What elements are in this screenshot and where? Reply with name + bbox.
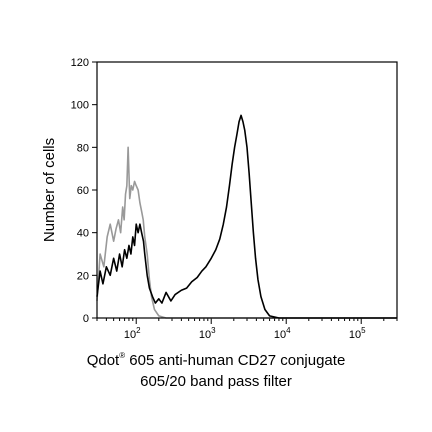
series-line-2 bbox=[96, 114, 397, 319]
y-tick-label: 40 bbox=[77, 228, 89, 240]
y-tick-label: 120 bbox=[71, 57, 89, 69]
x-axis-ticks: 102 103 104 105 bbox=[96, 318, 398, 341]
x-tick-label: 102 bbox=[124, 326, 141, 341]
y-tick-label: 60 bbox=[77, 185, 89, 197]
series-layer bbox=[96, 114, 397, 319]
y-tick-label: 0 bbox=[83, 313, 89, 325]
y-axis-ticks: 0 20 40 60 80 100 120 bbox=[71, 57, 97, 325]
x-tick-label: 103 bbox=[199, 326, 216, 341]
x-axis-label-line2: 605/20 band pass filter bbox=[140, 373, 292, 390]
y-tick-label: 20 bbox=[77, 270, 89, 282]
registered-mark: ® bbox=[119, 351, 125, 360]
x-tick-label: 104 bbox=[274, 326, 291, 341]
y-tick-label: 80 bbox=[77, 142, 89, 154]
x-tick-label: 105 bbox=[349, 326, 366, 341]
plot-frame bbox=[96, 61, 398, 319]
x-axis-label-line1: Qdot® 605 anti-human CD27 conjugate bbox=[87, 351, 346, 369]
y-tick-label: 100 bbox=[71, 100, 89, 112]
y-axis-label: Number of cells bbox=[41, 138, 58, 242]
